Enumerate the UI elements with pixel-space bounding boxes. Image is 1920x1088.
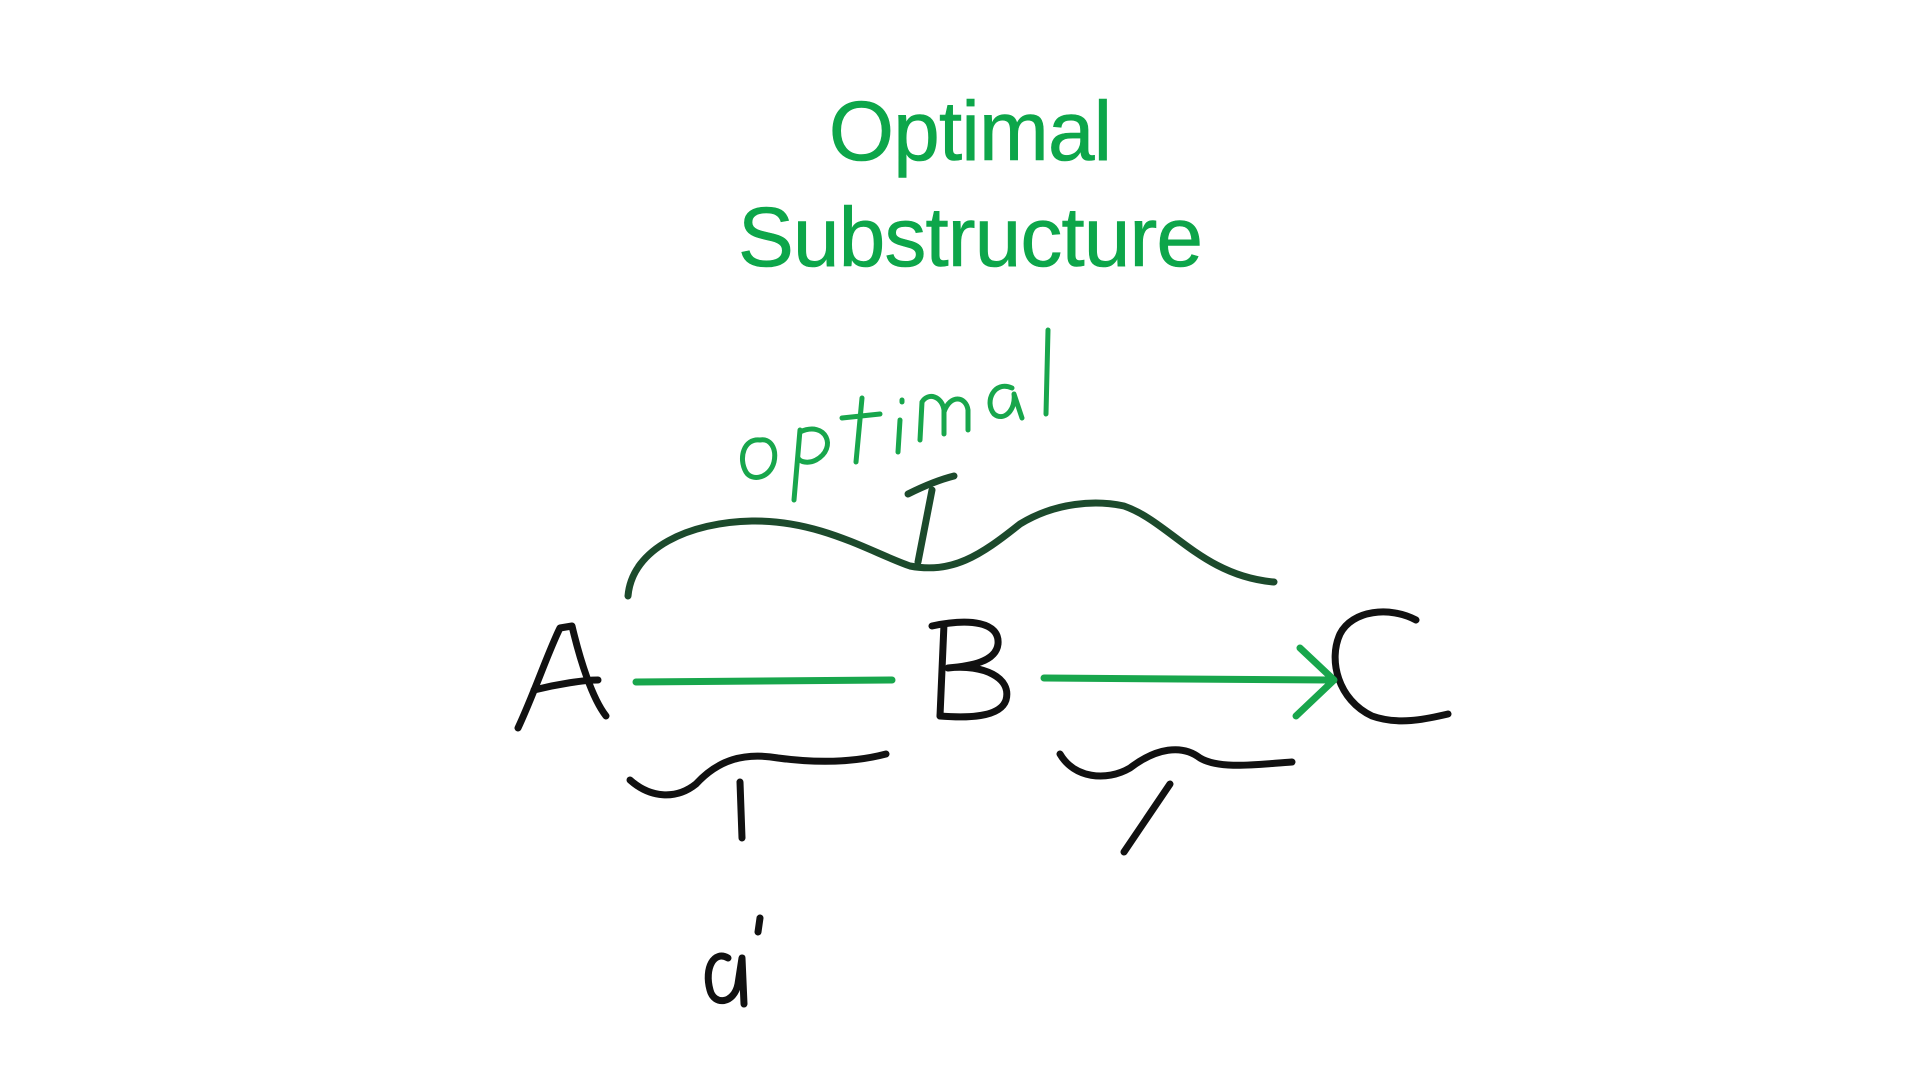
lower-right-brace — [1056, 746, 1296, 856]
lower-left-brace — [626, 750, 890, 842]
edge-a-to-b — [632, 676, 896, 686]
node-b — [928, 618, 1011, 721]
optimal-handwritten-label — [740, 327, 1051, 503]
node-a — [514, 622, 610, 732]
title-line-1: Optimal — [828, 84, 1112, 179]
a-prime-handwritten-label — [704, 914, 764, 1008]
diagram-title: Optimal Substructure — [0, 78, 1920, 290]
title-line-2: Substructure — [737, 190, 1204, 285]
node-c — [1331, 608, 1452, 725]
edge-b-to-c-arrow — [1040, 644, 1338, 720]
upper-brace — [624, 472, 1278, 600]
